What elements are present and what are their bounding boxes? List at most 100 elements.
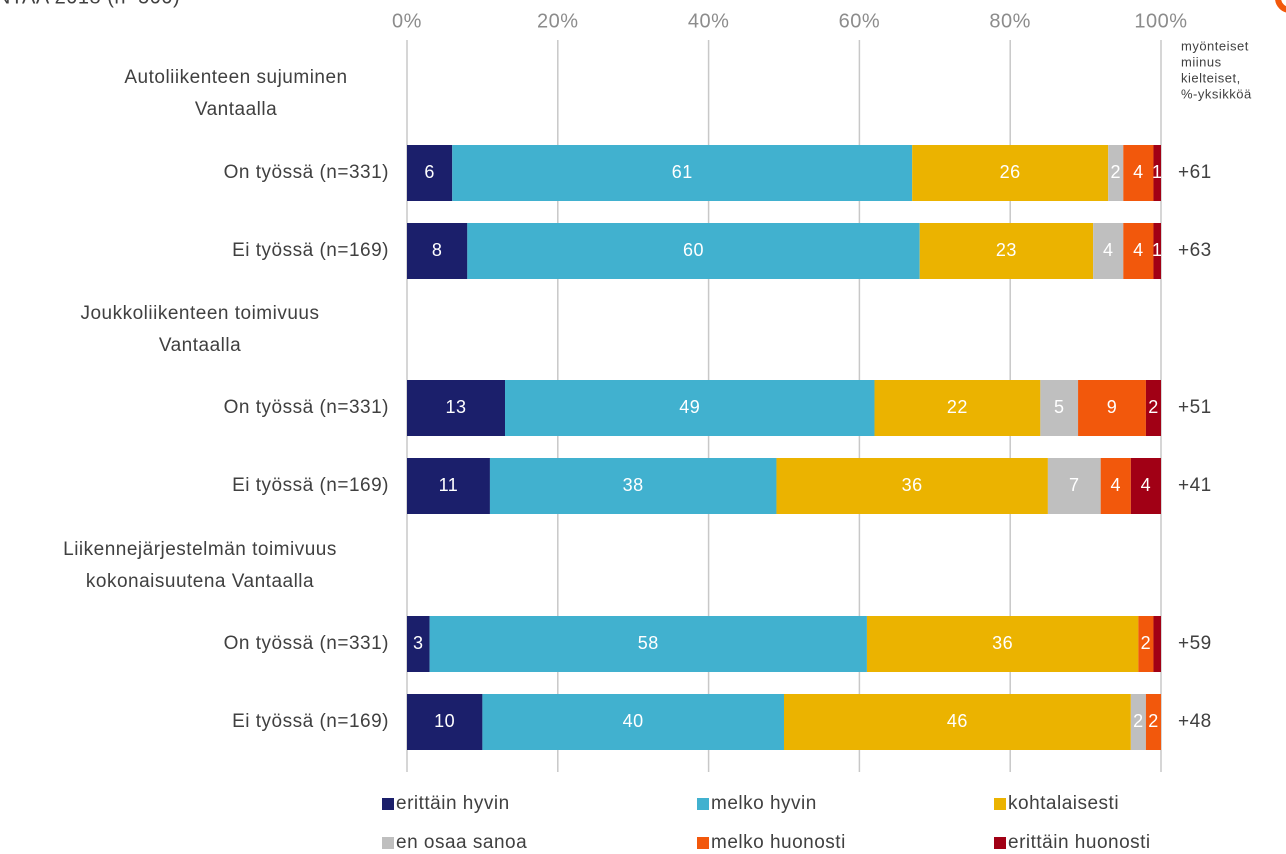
group-label: kokonaisuutena Vantaalla <box>86 571 314 592</box>
data-label: 3 <box>413 633 424 653</box>
data-label: 11 <box>439 475 459 495</box>
data-label: 40 <box>623 711 644 731</box>
legend-label: melko hyvin <box>711 793 817 814</box>
x-tick-label: 40% <box>688 10 730 32</box>
bar-segment <box>1130 458 1161 514</box>
bar-segment <box>1093 223 1124 279</box>
y-tick-label: Ei työssä (n=169) <box>232 711 389 732</box>
data-label: 46 <box>947 711 968 731</box>
bar-segment <box>1145 694 1161 750</box>
legend-label: erittäin huonosti <box>1008 832 1151 853</box>
bar-segment <box>1153 223 1161 279</box>
data-label: 26 <box>1000 162 1021 182</box>
legend-swatch <box>994 798 1006 810</box>
net-title: kielteiset, <box>1181 70 1241 85</box>
y-tick-label: On työssä (n=331) <box>224 162 389 183</box>
data-label: 2 <box>1111 162 1122 182</box>
net-label: +48 <box>1178 711 1212 732</box>
x-tick-label: 80% <box>989 10 1031 32</box>
net-title: miinus <box>1181 54 1222 69</box>
bar-segment <box>1153 145 1161 201</box>
bar-segment <box>1123 145 1154 201</box>
y-tick-label: On työssä (n=331) <box>224 633 389 654</box>
bar-segment <box>407 145 453 201</box>
group-label: Vantaalla <box>195 99 277 120</box>
x-tick-label: 0% <box>392 10 422 32</box>
legend-swatch <box>994 837 1006 849</box>
bar-segment <box>407 616 430 672</box>
bar-segment <box>1138 616 1154 672</box>
legend-swatch <box>382 837 394 849</box>
bar-segment <box>482 694 784 750</box>
y-tick-label: On työssä (n=331) <box>224 397 389 418</box>
bar-segment <box>1145 380 1161 436</box>
data-label: 2 <box>1133 711 1144 731</box>
data-label: 1 <box>1152 240 1163 260</box>
data-label: 22 <box>947 397 968 417</box>
bar-segment <box>784 694 1131 750</box>
data-label: 9 <box>1107 397 1118 417</box>
bar-segment <box>1047 458 1101 514</box>
bar-segment <box>407 694 483 750</box>
data-label: 2 <box>1141 633 1152 653</box>
data-label: 23 <box>996 240 1017 260</box>
bar-segment <box>1123 223 1154 279</box>
data-label: 61 <box>672 162 693 182</box>
data-label: 7 <box>1069 475 1080 495</box>
chart-subtitle: ANTAA 2018 (n=500) <box>0 0 180 8</box>
net-label: +61 <box>1178 162 1212 183</box>
data-label: 1 <box>1152 162 1163 182</box>
bar-segment <box>407 380 506 436</box>
data-label: 4 <box>1103 240 1114 260</box>
data-label: 58 <box>638 633 659 653</box>
legend-swatch <box>382 798 394 810</box>
bar-segment <box>1078 380 1146 436</box>
x-tick-label: 100% <box>1134 10 1187 32</box>
net-label: +59 <box>1178 633 1212 654</box>
y-tick-label: Ei työssä (n=169) <box>232 475 389 496</box>
data-label: 36 <box>902 475 923 495</box>
data-label: 4 <box>1111 475 1122 495</box>
bar-segment <box>407 458 490 514</box>
data-label: 8 <box>432 240 443 260</box>
bar-segment <box>912 145 1109 201</box>
data-label: 36 <box>992 633 1013 653</box>
bar-segment <box>866 616 1139 672</box>
data-label: 60 <box>683 240 704 260</box>
data-label: 2 <box>1148 397 1159 417</box>
bar-segment <box>407 223 468 279</box>
bar-segment <box>874 380 1041 436</box>
data-label: 4 <box>1141 475 1152 495</box>
data-label: 4 <box>1133 240 1144 260</box>
legend-label: melko huonosti <box>711 832 846 853</box>
data-label: 4 <box>1133 162 1144 182</box>
bar-segment <box>467 223 920 279</box>
bar-segment <box>429 616 867 672</box>
data-label: 49 <box>679 397 700 417</box>
x-tick-label: 20% <box>537 10 579 32</box>
data-label: 5 <box>1054 397 1065 417</box>
legend-swatch <box>697 837 709 849</box>
group-label: Liikennejärjestelmän toimivuus <box>63 539 337 560</box>
legend-label: kohtalaisesti <box>1008 793 1119 814</box>
bar-segment <box>919 223 1094 279</box>
net-label: +51 <box>1178 397 1212 418</box>
net-label: +63 <box>1178 240 1212 261</box>
group-label: Joukkoliikenteen toimivuus <box>80 303 319 324</box>
y-tick-label: Ei työssä (n=169) <box>232 240 389 261</box>
bar-segment <box>505 380 875 436</box>
data-label: 38 <box>623 475 644 495</box>
bar-segment <box>1108 145 1124 201</box>
bar-segment <box>1153 616 1161 672</box>
legend-label: en osaa sanoa <box>396 832 527 853</box>
net-title: %-yksikköä <box>1181 86 1252 101</box>
net-title: myönteiset <box>1181 38 1249 53</box>
bar-segment <box>1130 694 1146 750</box>
legend-swatch <box>697 798 709 810</box>
bar-segment <box>1100 458 1131 514</box>
bar-segment <box>489 458 777 514</box>
data-label: 13 <box>445 397 466 417</box>
net-label: +41 <box>1178 475 1212 496</box>
bar-segment <box>1040 380 1079 436</box>
